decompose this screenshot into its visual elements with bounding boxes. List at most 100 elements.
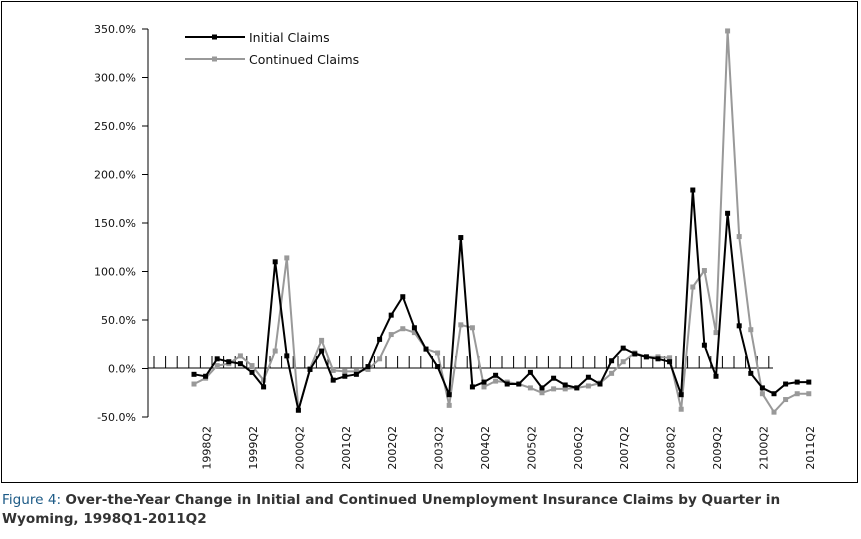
data-point — [748, 370, 754, 376]
data-point — [400, 326, 406, 332]
data-point — [446, 392, 452, 398]
data-point — [330, 367, 336, 373]
y-tick-label: 100.0% — [94, 266, 136, 279]
data-point — [249, 363, 255, 369]
line-chart: -50.0% 0.0% 50.0% 100.0% 150.0% 200.0% 250.0% 3… — [94, 23, 817, 470]
data-point — [469, 325, 475, 331]
x-tick-label: 2005Q2 — [525, 426, 538, 470]
data-point — [388, 332, 394, 338]
y-tick-label: 300.0% — [94, 72, 136, 85]
data-point — [783, 397, 789, 403]
y-tick-label: 350.0% — [94, 23, 136, 36]
data-point — [493, 372, 499, 378]
data-point — [307, 366, 313, 372]
data-point — [620, 345, 626, 351]
x-tick-label: 2011Q2 — [804, 426, 817, 470]
data-point — [203, 373, 209, 379]
data-point — [771, 391, 777, 397]
data-point — [342, 373, 348, 379]
x-tick-label: 1998Q2 — [201, 426, 214, 470]
data-point — [678, 392, 684, 398]
data-point — [725, 28, 731, 34]
y-tick-label: -50.0% — [97, 411, 136, 424]
data-point — [690, 284, 696, 290]
data-point — [504, 381, 510, 387]
y-tick-label: 250.0% — [94, 120, 136, 133]
x-tick-label: 2000Q2 — [293, 426, 306, 470]
data-point — [794, 379, 800, 385]
data-point — [620, 359, 626, 365]
data-point — [771, 409, 777, 415]
data-point — [353, 368, 359, 374]
data-point — [527, 385, 533, 391]
data-point — [690, 187, 696, 193]
data-point — [365, 366, 371, 372]
legend-swatch-marker — [212, 34, 217, 40]
data-point — [400, 294, 406, 300]
data-point — [551, 386, 557, 392]
figure-caption-text: Over-the-Year Change in Initial and Cont… — [2, 492, 781, 527]
data-point — [725, 210, 731, 216]
data-point — [748, 327, 754, 333]
data-point — [632, 351, 638, 357]
x-tick-label: 2100Q2 — [757, 426, 770, 470]
data-point — [574, 385, 580, 391]
y-tick-label: 50.0% — [101, 314, 136, 327]
data-point — [458, 322, 464, 328]
data-point — [226, 359, 232, 365]
data-point — [342, 368, 348, 374]
data-point — [667, 359, 673, 365]
data-point — [609, 358, 615, 364]
data-point — [191, 381, 197, 387]
series-line — [193, 189, 809, 412]
data-point — [435, 350, 441, 356]
data-point — [713, 330, 719, 336]
x-tick-label: 1999Q2 — [247, 426, 260, 470]
data-point — [411, 330, 417, 336]
data-point — [435, 364, 441, 370]
x-tick-label: 2002Q2 — [386, 426, 399, 470]
data-point — [562, 382, 568, 388]
legend-swatch-marker — [212, 56, 217, 62]
data-point — [458, 235, 464, 241]
data-point — [597, 381, 603, 387]
data-point — [806, 391, 812, 397]
figure-caption: Figure 4: Over-the-Year Change in Initia… — [2, 491, 857, 529]
data-point — [527, 369, 533, 375]
data-point — [237, 353, 243, 359]
y-tick-label: 0.0% — [108, 363, 136, 376]
data-point — [678, 406, 684, 412]
data-point — [319, 348, 325, 354]
data-point — [701, 342, 707, 348]
data-point — [319, 337, 325, 343]
y-tick-label: 200.0% — [94, 169, 136, 182]
data-point — [469, 384, 475, 390]
data-point — [539, 385, 545, 391]
x-tick-label: 2007Q2 — [618, 426, 631, 470]
data-point — [295, 407, 301, 413]
data-point — [353, 371, 359, 377]
data-point — [759, 391, 765, 397]
data-point — [806, 379, 812, 385]
data-point — [284, 353, 290, 359]
data-point — [481, 384, 487, 390]
data-point — [701, 268, 707, 274]
x-tick-label: 2009Q2 — [711, 426, 724, 470]
chart-frame: -50.0% 0.0% 50.0% 100.0% 150.0% 200.0% 250.0% 3… — [1, 1, 858, 483]
data-point — [214, 356, 220, 362]
data-point — [388, 312, 394, 318]
data-point — [493, 378, 499, 384]
x-tick-label: 2004Q2 — [479, 426, 492, 470]
data-point — [191, 371, 197, 377]
data-point — [609, 370, 615, 376]
data-point — [562, 386, 568, 392]
series-initial-claims — [191, 187, 812, 413]
data-point — [783, 381, 789, 387]
data-point — [736, 323, 742, 329]
y-axis: -50.0% 0.0% 50.0% 100.0% 150.0% 200.0% 250.0% 3… — [94, 23, 149, 424]
data-point — [794, 391, 800, 397]
legend: Initial Claims Continued Claims — [185, 30, 359, 67]
data-point — [249, 369, 255, 375]
data-point — [284, 255, 290, 261]
data-point — [516, 381, 522, 387]
